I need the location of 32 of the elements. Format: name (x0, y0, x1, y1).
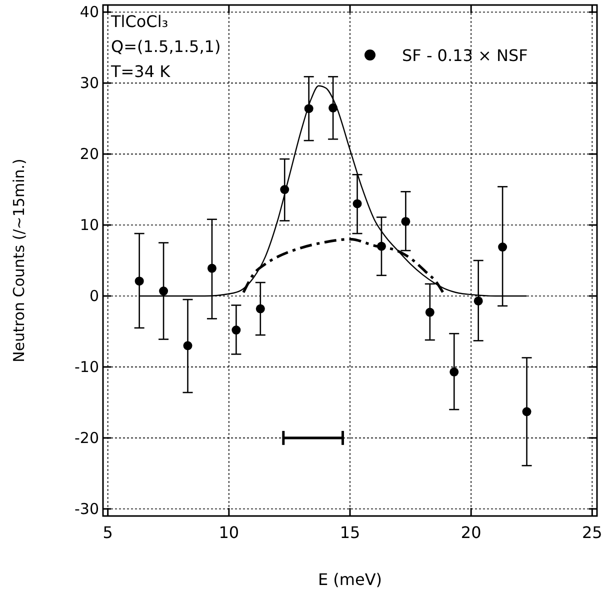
point (498, 242, 508, 252)
point (207, 264, 216, 273)
point (450, 367, 459, 376)
point (401, 216, 410, 226)
x-axis-title: E (meV) (318, 570, 382, 589)
x-tick-label: 20 (460, 523, 482, 542)
point (352, 199, 362, 208)
x-tick-label: 15 (340, 523, 360, 542)
point (256, 304, 265, 314)
legend-label: SF - 0.13 × NSF (402, 46, 528, 65)
y-tick-label: -20 (74, 428, 99, 447)
y-tick-label: 10 (80, 216, 99, 234)
y-tick-label: 30 (80, 74, 99, 92)
annotation: Q=(1.5,1.5,1) (111, 37, 221, 56)
x-tick-label: 25 (582, 523, 602, 542)
annotation: T=34 K (110, 62, 171, 81)
y-tick-label: -30 (74, 500, 99, 518)
x-tick-label: 5 (102, 523, 113, 542)
point (159, 286, 168, 296)
y-tick-label: 0 (89, 286, 99, 305)
point (232, 326, 241, 335)
y-axis-title: Neutron Counts (/~15min.) (10, 158, 28, 362)
y-tick-label: -10 (74, 358, 99, 376)
point (522, 407, 532, 416)
point (425, 308, 434, 317)
point (183, 341, 192, 350)
point (474, 296, 483, 306)
y-tick-label: 20 (80, 145, 99, 164)
point (134, 276, 144, 286)
x-tick-label: 10 (218, 523, 240, 542)
annotation: TlCoCl₃ (110, 12, 168, 31)
y-tick-label: 40 (80, 3, 99, 22)
